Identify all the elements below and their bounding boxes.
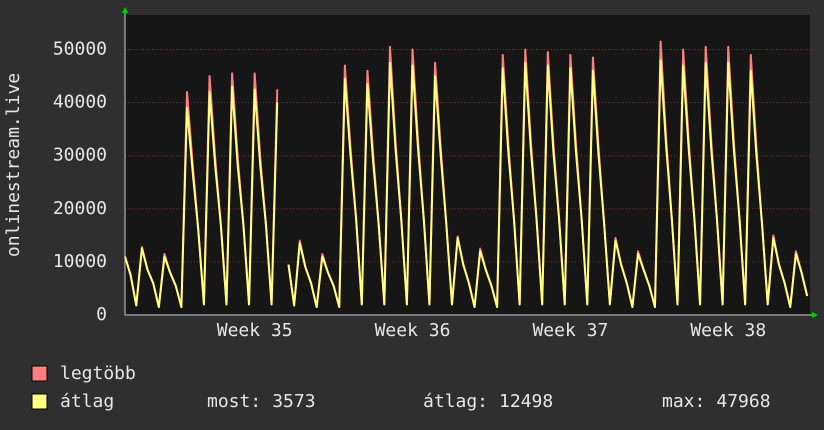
legend: legtöbb átlag most: 3573 átlag: 12498 max: 4796… — [31, 363, 771, 412]
stat: most: 3573 — [207, 391, 316, 412]
stat-value: 47968 — [716, 391, 770, 412]
x-tick-label: Week 38 — [690, 320, 766, 341]
x-tick-label: Week 35 — [217, 320, 293, 341]
stat-value: 12498 — [499, 391, 553, 412]
x-tick-label: Week 37 — [532, 320, 608, 341]
y-tick-label: 20000 — [53, 198, 107, 219]
legend-label: legtöbb — [60, 363, 136, 384]
legend-swatch — [31, 365, 48, 382]
y-tick-label: 10000 — [53, 251, 107, 272]
stat-value: 3573 — [272, 391, 315, 412]
y-tick-label: 50000 — [53, 39, 107, 60]
stat: átlag: 12498 — [423, 391, 553, 412]
y-tick-label: 30000 — [53, 145, 107, 166]
legend-swatch — [31, 393, 48, 410]
stat-label: max: — [662, 391, 705, 412]
lines — [124, 40, 809, 309]
series-line — [124, 59, 809, 309]
x-arrow — [812, 312, 818, 318]
stat: max: 47968 — [662, 391, 771, 412]
y-tick-label: 40000 — [53, 92, 107, 113]
y-arrow — [122, 7, 128, 13]
y-tick-label: 0 — [96, 304, 107, 325]
legend-label: átlag — [60, 391, 114, 412]
stat-label: átlag: — [423, 391, 488, 412]
stat-label: most: — [207, 391, 261, 412]
y-axis-label: onlinestream.live — [3, 73, 24, 257]
x-tick-label: Week 36 — [375, 320, 451, 341]
